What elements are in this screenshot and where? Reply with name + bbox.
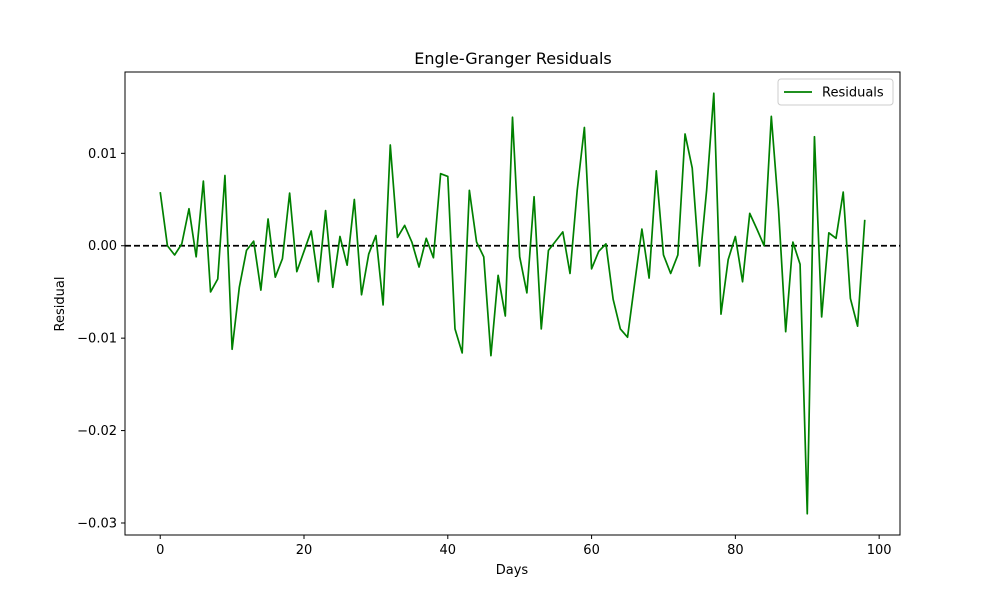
legend-label: Residuals [822, 86, 884, 101]
y-tick-label: 0.01 [88, 147, 117, 162]
x-tick-label: 60 [583, 543, 600, 558]
x-axis-label: Days [496, 563, 529, 578]
x-tick-label: 80 [727, 543, 744, 558]
plot-area [125, 92, 900, 515]
legend-box [777, 78, 894, 106]
y-tick-label: −0.01 [77, 332, 117, 347]
axes: 0 20 40 60 80 100 −0.03 −0.02 −0.01 0.00 0.01 [77, 71, 901, 558]
y-tick-label: 0.00 [88, 239, 117, 254]
y-axis-label: Residual [53, 277, 68, 332]
chart-title: Engle-Granger Residuals [414, 49, 612, 68]
plot-frame [124, 71, 901, 536]
x-tick-label: 100 [867, 543, 892, 558]
y-tick-label: −0.02 [77, 424, 117, 439]
x-tick-label: 40 [440, 543, 457, 558]
x-tick-label: 0 [156, 543, 164, 558]
x-tick-label: 20 [296, 543, 313, 558]
series-line-residuals [159, 92, 866, 515]
legend: Residuals [777, 78, 894, 106]
y-tick-label: −0.03 [77, 516, 117, 531]
